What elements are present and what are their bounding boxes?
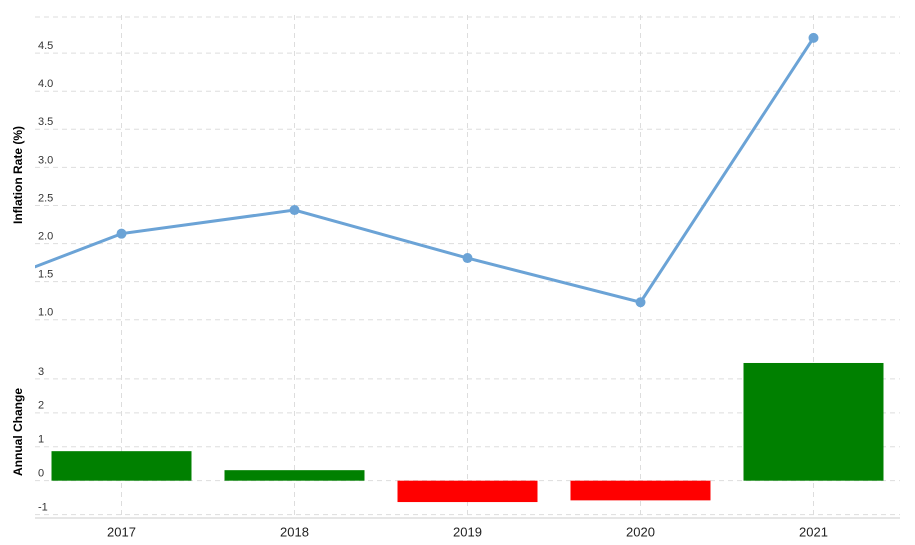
x-tick-label: 2019 <box>453 524 482 539</box>
y-tick-label: 3.0 <box>38 154 53 166</box>
y-tick-label: 3 <box>38 366 44 378</box>
point <box>116 228 127 239</box>
x-tick-label: 2018 <box>280 524 309 539</box>
y-tick-label: 1.5 <box>38 269 53 281</box>
y-tick-label: 1 <box>38 434 44 446</box>
bar <box>224 470 365 481</box>
y-axis-title: Annual Change <box>11 388 25 476</box>
point <box>808 32 819 43</box>
plot-area <box>35 32 819 308</box>
x-tick-label: 2021 <box>799 524 828 539</box>
y-tick-label: 4.0 <box>38 78 53 90</box>
point <box>462 253 473 264</box>
point <box>289 205 300 216</box>
x-tick-label: 2020 <box>626 524 655 539</box>
y-tick-label: 1.0 <box>38 307 53 319</box>
y-tick-label: 0 <box>38 468 44 480</box>
bar <box>397 480 538 503</box>
y-tick-label: 2.5 <box>38 192 53 204</box>
bar <box>570 480 711 501</box>
line <box>35 37 815 304</box>
bar <box>743 362 884 481</box>
point <box>635 297 646 308</box>
y-tick-label: 4.5 <box>38 40 53 52</box>
y-axis-title: Inflation Rate (%) <box>11 126 25 224</box>
y-tick-label: 2 <box>38 400 44 412</box>
y-tick-label: 2.0 <box>38 230 53 242</box>
bar <box>51 451 192 481</box>
y-tick-label: -1 <box>38 502 48 514</box>
y-tick-label: 3.5 <box>38 116 53 128</box>
x-tick-label: 2017 <box>107 524 136 539</box>
